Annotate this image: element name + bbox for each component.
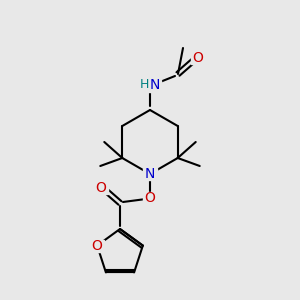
Bar bbox=[90, 240, 104, 252]
Text: O: O bbox=[96, 181, 106, 195]
Text: O: O bbox=[145, 191, 155, 205]
Text: N: N bbox=[150, 78, 160, 92]
Text: H: H bbox=[139, 79, 149, 92]
Bar bbox=[94, 182, 108, 194]
Text: O: O bbox=[92, 238, 103, 253]
Bar bbox=[143, 168, 157, 180]
Bar bbox=[139, 80, 161, 92]
Bar bbox=[191, 52, 205, 64]
Bar bbox=[143, 192, 157, 204]
Text: N: N bbox=[145, 167, 155, 181]
Text: O: O bbox=[193, 51, 203, 65]
